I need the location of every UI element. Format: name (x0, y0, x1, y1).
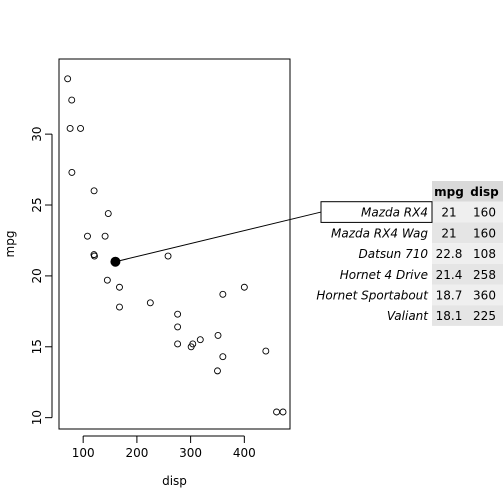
data-point (196, 336, 204, 344)
data-point (64, 75, 72, 83)
table-row-name: Datsun 710 (359, 247, 429, 261)
data-point (240, 283, 248, 291)
table-row-bg (432, 201, 503, 223)
data-point (101, 232, 109, 240)
table-header-cell (466, 181, 503, 202)
table-row-name: Mazda RX4 (361, 206, 428, 220)
y-tick-label: 20 (30, 268, 44, 283)
plot-box (58, 58, 291, 430)
leader-line (115, 211, 322, 263)
table-cell-disp: 160 (473, 206, 496, 220)
table-cell-disp: 108 (473, 247, 496, 261)
data-point (219, 290, 227, 298)
table-cell-disp: 360 (473, 289, 496, 303)
data-point (174, 310, 182, 318)
highlight-label-box (320, 201, 433, 223)
x-axis-title: disp (162, 474, 187, 488)
table-cell-disp: 160 (473, 226, 496, 240)
x-tick-label: 100 (72, 446, 95, 460)
table-row-bg (432, 305, 503, 326)
table-row-bg (432, 284, 503, 306)
x-tick-label: 200 (125, 446, 148, 460)
data-point (116, 283, 123, 291)
table-row-name: Mazda RX4 Wag (331, 226, 428, 240)
data-point (68, 168, 76, 176)
data-point (146, 299, 154, 307)
table-cell-mpg: 22.8 (436, 247, 463, 261)
table-header-disp: disp (470, 185, 499, 199)
data-point (262, 347, 270, 355)
data-table: mpg disp Mazda RX4 21 160 Mazda RX4 Wag 21 160 D… (316, 181, 503, 326)
plot-area: 100 200 300 400 disp 10 15 20 25 30 mpg (3, 58, 322, 488)
y-tick-label: 30 (30, 126, 44, 141)
data-point (77, 125, 84, 132)
data-point (187, 343, 195, 351)
data-point (164, 252, 172, 260)
data-point (214, 367, 221, 375)
table-row-bg (432, 243, 503, 264)
table-cell-mpg: 21 (441, 226, 456, 240)
table-row-name: Hornet 4 Drive (340, 268, 428, 282)
data-point (103, 276, 111, 284)
y-tick-label: 25 (30, 197, 44, 212)
table-header-mpg: mpg (434, 185, 464, 199)
data-point (104, 210, 112, 217)
data-point (219, 353, 227, 361)
table-row-name: Valiant (387, 309, 429, 323)
data-point (174, 340, 182, 348)
table-row-bg (432, 263, 503, 285)
data-point (66, 125, 74, 132)
table-row-bg (432, 222, 503, 244)
highlighted-point (110, 256, 121, 267)
table-row-name: Hornet Sportabout (316, 289, 429, 303)
x-tick-label: 300 (179, 446, 202, 460)
data-point (214, 331, 222, 339)
data-point (174, 323, 182, 331)
y-tick-label: 15 (30, 339, 44, 354)
table-cell-mpg: 21.4 (436, 268, 463, 282)
data-point (279, 408, 287, 416)
y-axis-title: mpg (3, 231, 17, 258)
table-cell-mpg: 18.1 (436, 309, 463, 323)
table-cell-disp: 225 (473, 309, 496, 323)
data-point (68, 96, 76, 104)
data-point (90, 187, 98, 195)
table-header-cell (432, 181, 466, 202)
data-point (91, 252, 98, 260)
table-cell-mpg: 18.7 (436, 289, 463, 303)
data-point (84, 232, 91, 240)
data-point (116, 303, 123, 311)
y-tick-label: 10 (30, 410, 44, 425)
table-cell-disp: 258 (473, 268, 496, 282)
table-cell-mpg: 21 (441, 206, 456, 220)
data-point (273, 408, 281, 416)
x-tick-label: 400 (233, 446, 256, 460)
